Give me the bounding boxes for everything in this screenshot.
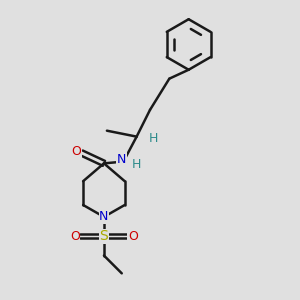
Text: O: O bbox=[70, 230, 80, 243]
Text: S: S bbox=[100, 229, 108, 243]
Text: H: H bbox=[148, 132, 158, 145]
Text: H: H bbox=[132, 158, 141, 171]
Text: O: O bbox=[128, 230, 138, 243]
Text: N: N bbox=[99, 210, 109, 224]
Text: N: N bbox=[117, 153, 127, 166]
Text: O: O bbox=[71, 145, 81, 158]
